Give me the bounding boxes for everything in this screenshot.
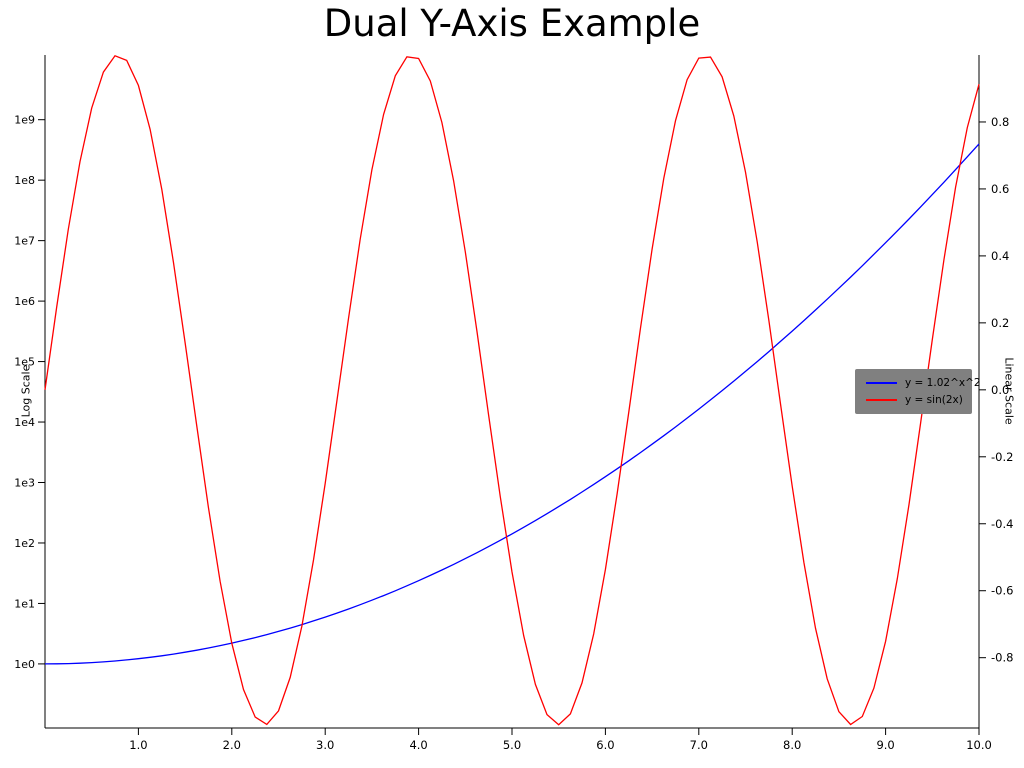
x-tick-label: 5.0	[503, 738, 521, 752]
y-left-tick-label: 1e5	[14, 356, 35, 369]
y-right-tick-label: 0.2	[991, 316, 1009, 330]
y-left-tick-label: 1e0	[14, 658, 35, 671]
x-tick-label: 10.0	[966, 738, 992, 752]
legend-label: y = sin(2x)	[905, 393, 963, 406]
legend-item: y = sin(2x)	[866, 391, 972, 408]
x-tick-label: 4.0	[409, 738, 427, 752]
y-right-tick-label: -0.6	[991, 584, 1013, 598]
legend-item: y = 1.02^x^2	[866, 374, 981, 391]
x-tick-label: 1.0	[129, 738, 147, 752]
y-left-tick-label: 1e4	[14, 416, 35, 429]
y-left-axis-title: Log Scale	[19, 364, 33, 418]
y-right-tick-label: -0.4	[991, 517, 1013, 531]
y-left-tick-label: 1e7	[14, 235, 35, 248]
y-right-axis-title: Linear Scale	[1002, 357, 1016, 425]
series-line-1	[44, 55, 980, 726]
legend-line-swatch	[866, 381, 897, 384]
y-left-tick-label: 1e6	[14, 295, 35, 308]
y-right-tick-label: -0.2	[991, 450, 1013, 464]
legend-label: y = 1.02^x^2	[905, 376, 981, 389]
y-right-tick-label: 0.0	[991, 383, 1009, 397]
x-tick-label: 7.0	[690, 738, 708, 752]
y-left-tick-label: 1e3	[14, 477, 35, 490]
x-tick-label: 8.0	[783, 738, 801, 752]
y-right-tick-label: -0.8	[991, 651, 1013, 665]
y-right-tick-label: 0.4	[991, 249, 1009, 263]
legend-line-swatch	[866, 398, 897, 401]
y-left-tick-label: 1e9	[14, 114, 35, 127]
legend: y = 1.02^x^2 y = sin(2x)	[855, 369, 981, 414]
y-left-tick-label: 1e1	[14, 597, 35, 610]
y-left-tick-label: 1e8	[14, 174, 35, 187]
y-right-tick-label: 0.6	[991, 182, 1009, 196]
y-right-tick-label: 0.8	[991, 115, 1009, 129]
y-left-tick-label: 1e2	[14, 537, 35, 550]
chart-title: Dual Y-Axis Example	[323, 2, 701, 45]
series-line-0	[44, 143, 980, 665]
x-tick-label: 6.0	[596, 738, 614, 752]
x-tick-label: 9.0	[876, 738, 894, 752]
x-tick-label: 2.0	[223, 738, 241, 752]
x-tick-label: 3.0	[316, 738, 334, 752]
